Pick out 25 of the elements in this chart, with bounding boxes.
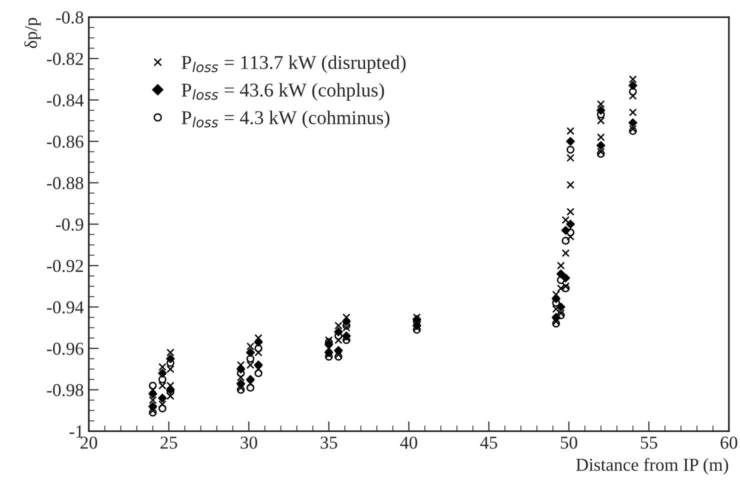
y-tick-label: -0.88 [47, 177, 84, 190]
y-tick-label: -0.8 [56, 11, 84, 24]
y-tick-label: -0.96 [47, 342, 84, 355]
y-tick-label: -0.9 [56, 218, 84, 231]
y-tick-label: -0.94 [47, 301, 84, 314]
x-tick-label: 50 [560, 436, 578, 449]
y-axis-title: δp/p [24, 18, 41, 48]
legend-label: P$_{loss}$ = 4.3 kW (cohminus) [182, 110, 390, 128]
x-tick-label: 25 [160, 436, 178, 449]
y-tick-label: -0.98 [47, 384, 84, 396]
x-tick-label: 40 [400, 436, 418, 449]
y-tick-label: -1 [70, 426, 83, 438]
x-tick-label: 20 [80, 436, 98, 449]
legend-label: P$_{loss}$ = 43.6 kW (cohplus) [182, 82, 384, 101]
y-tick-label: -0.82 [47, 52, 83, 66]
x-tick-label: 55 [640, 436, 658, 449]
y-tick-label: -0.86 [47, 136, 84, 148]
x-tick-label: 35 [320, 436, 338, 449]
x-tick-label: 30 [240, 436, 258, 449]
x-tick-label: 45 [480, 436, 498, 449]
x-axis-title: Distance from IP (m) [576, 458, 728, 475]
y-tick-label: -0.92 [47, 260, 83, 272]
legend-label: P$_{loss}$ = 113.7 kW (disrupted) [182, 55, 406, 73]
x-tick-label: 60 [720, 436, 738, 449]
y-tick-label: -0.84 [47, 94, 84, 106]
